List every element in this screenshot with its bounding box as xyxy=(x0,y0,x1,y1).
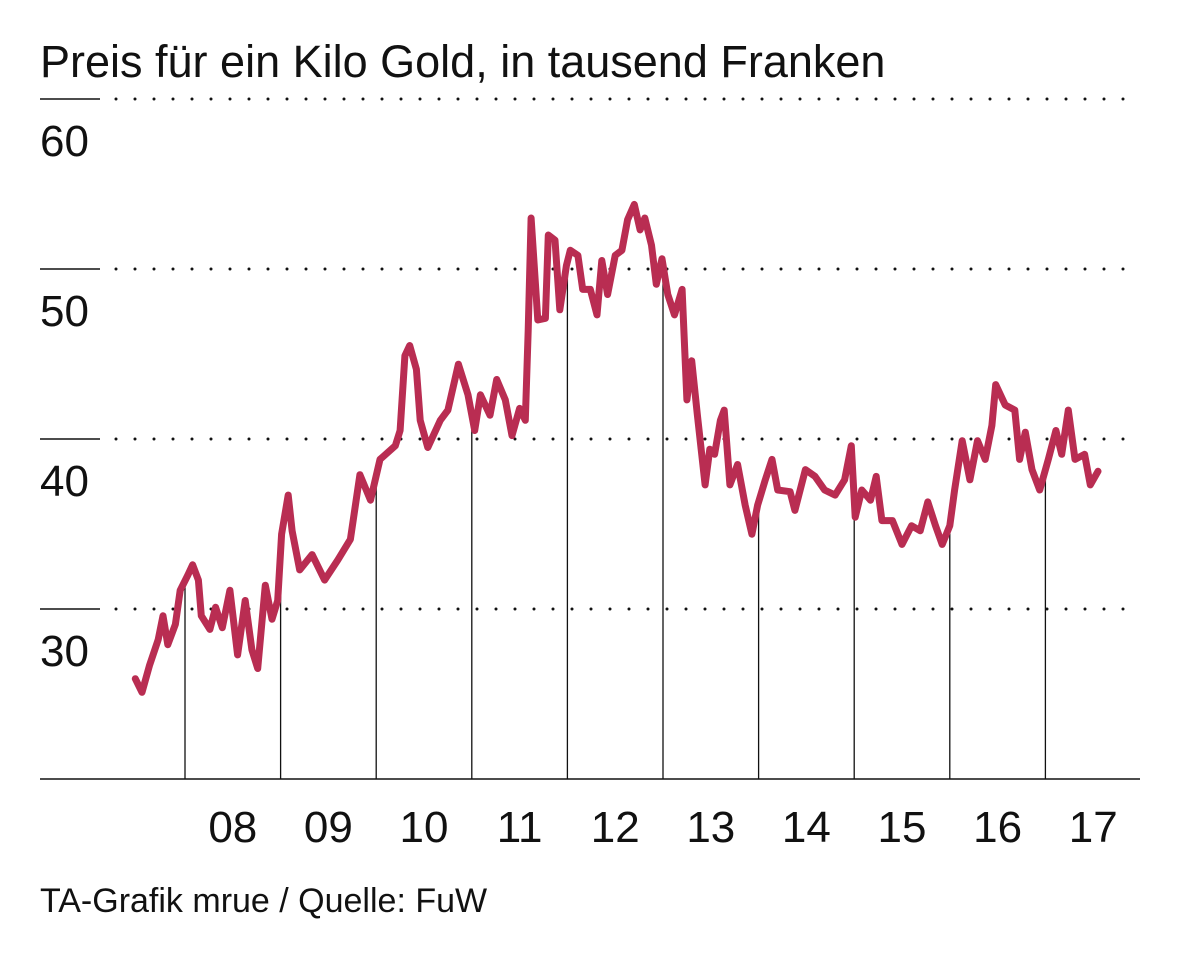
x-tick-label: 14 xyxy=(782,803,831,852)
source-note: TA-Grafik mrue / Quelle: FuW xyxy=(40,882,487,920)
x-tick-label: 12 xyxy=(591,803,640,852)
x-tick-label: 11 xyxy=(497,803,543,852)
x-tick-label: 17 xyxy=(1069,803,1118,852)
y-tick-label: 30 xyxy=(40,627,89,676)
x-tick-label: 13 xyxy=(686,803,735,852)
x-tick-label: 15 xyxy=(878,803,927,852)
y-tick-label: 50 xyxy=(40,287,89,336)
x-tick-label: 10 xyxy=(400,803,449,852)
y-tick-label: 60 xyxy=(40,117,89,166)
x-tick-label: 08 xyxy=(208,803,257,852)
x-tick-label: 16 xyxy=(973,803,1022,852)
chart-title: Preis für ein Kilo Gold, in tausend Fran… xyxy=(40,36,885,87)
x-tick-label: 09 xyxy=(304,803,353,852)
y-tick-label: 40 xyxy=(40,457,89,506)
price-line xyxy=(131,200,1102,696)
